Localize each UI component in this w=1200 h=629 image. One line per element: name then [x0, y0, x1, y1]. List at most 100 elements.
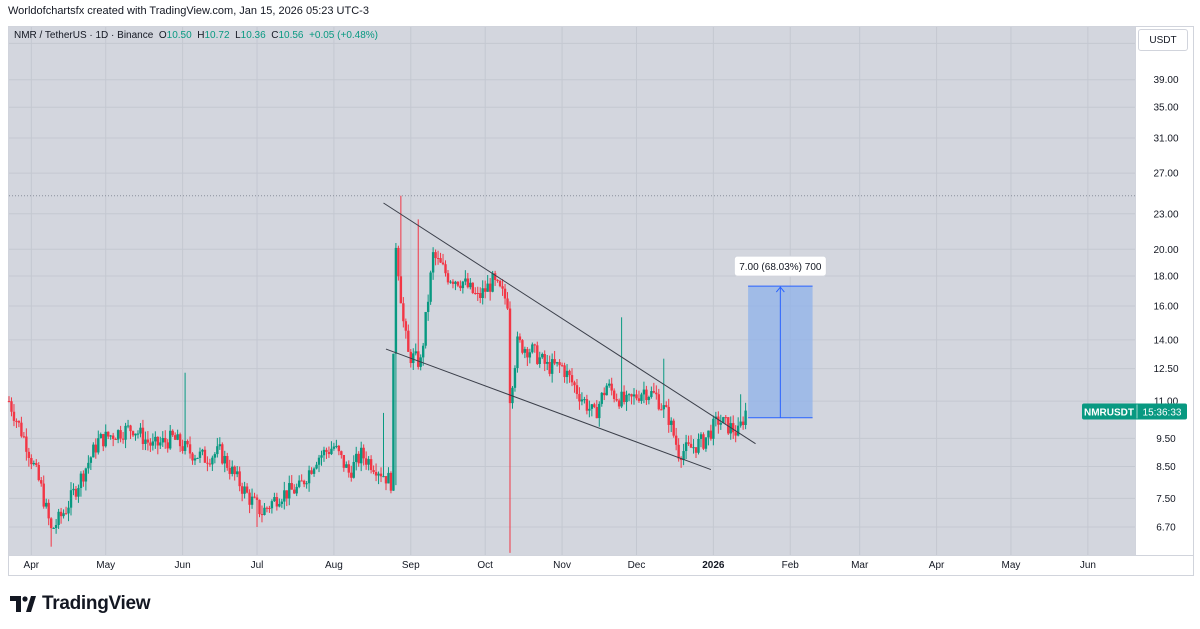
candle-body	[161, 437, 164, 443]
candle-body	[603, 392, 606, 396]
candle-body	[424, 311, 427, 346]
candle-body	[57, 511, 60, 525]
candle-body	[111, 435, 115, 440]
currency-button[interactable]: USDT	[1138, 29, 1188, 51]
candle-body	[327, 451, 331, 455]
low-value: 10.36	[240, 30, 266, 41]
candle-body	[238, 471, 241, 487]
candle-body	[679, 458, 683, 461]
candle-body	[265, 507, 269, 509]
candle-body	[565, 370, 569, 378]
y-tick-label: 12.50	[1153, 364, 1178, 375]
candle-body	[131, 431, 135, 436]
candle-body	[528, 352, 532, 358]
candle-body	[67, 507, 70, 514]
price-tag-symbol: NMRUSDT	[1084, 407, 1134, 418]
candle-body	[488, 283, 492, 292]
grid-lines	[9, 27, 1135, 555]
candle-body	[119, 430, 122, 439]
candle-body	[357, 453, 360, 464]
candle-body	[553, 359, 556, 364]
candle-body	[300, 480, 303, 482]
y-tick-label: 35.00	[1153, 103, 1178, 114]
candle-body	[384, 476, 388, 484]
candle-body	[273, 497, 276, 502]
symbol-legend[interactable]: NMR / TetherUS · 1D · Binance O10.50 H10…	[14, 30, 378, 41]
candle-body	[154, 436, 157, 442]
open-label: O	[158, 30, 167, 41]
candle-body	[350, 472, 353, 478]
candle-body	[121, 438, 125, 440]
candle-body	[593, 404, 596, 408]
candle-body	[235, 471, 239, 475]
candle-body	[260, 514, 264, 516]
candle-body	[615, 399, 618, 401]
candle-body	[176, 434, 179, 440]
candle-body	[672, 420, 675, 436]
candle-body	[42, 483, 45, 507]
candle-body	[69, 490, 73, 508]
y-tick-label: 14.00	[1153, 335, 1178, 346]
candle-body	[231, 466, 234, 474]
candle-body	[340, 451, 343, 456]
candle-body	[253, 496, 256, 498]
candle-body	[211, 457, 214, 465]
candle-body	[32, 463, 36, 465]
candle-body	[429, 272, 432, 302]
candle-body	[134, 433, 137, 436]
candle-body	[545, 361, 549, 364]
candle-body	[479, 293, 482, 299]
candle-body	[483, 288, 487, 292]
candle-body	[387, 472, 390, 484]
candle-body	[369, 459, 373, 471]
candle-body	[216, 446, 219, 455]
candle-body	[590, 404, 594, 409]
candle-body	[221, 444, 224, 464]
candle-body	[305, 483, 308, 485]
candle-body	[459, 285, 462, 289]
candle-body	[268, 507, 271, 509]
candle-body	[719, 423, 723, 425]
x-tick-label: Aug	[325, 560, 343, 571]
candle-body	[248, 492, 251, 505]
candle-body	[555, 362, 559, 364]
candle-body	[570, 375, 574, 383]
candle-body	[379, 473, 383, 477]
candle-body	[20, 422, 23, 437]
candle-body	[491, 273, 494, 292]
candle-body	[40, 480, 43, 484]
candle-body	[523, 349, 527, 353]
symbol-name[interactable]: NMR / TetherUS · 1D · Binance	[14, 30, 154, 41]
candle-body	[191, 453, 194, 461]
candle-body	[89, 457, 93, 463]
tradingview-logo[interactable]: TradingView	[10, 593, 151, 615]
candle-body	[652, 391, 656, 393]
candle-body	[506, 298, 509, 309]
candle-body	[474, 292, 477, 294]
candle-body	[139, 427, 142, 434]
candle-body	[650, 391, 653, 397]
candle-body	[218, 444, 222, 447]
candle-body	[193, 458, 197, 461]
price-tag-box	[1082, 403, 1187, 420]
candle-body	[389, 472, 393, 491]
candle-body	[297, 480, 301, 487]
candle-body	[116, 430, 120, 440]
candle-body	[347, 464, 350, 473]
candle-body	[697, 438, 700, 453]
candle-body	[692, 447, 695, 449]
candle-body	[645, 389, 648, 401]
candle-body	[585, 399, 589, 411]
x-tick-label: Nov	[553, 560, 571, 571]
candle-body	[533, 344, 536, 346]
candle-body	[665, 405, 668, 407]
candle-body	[159, 442, 162, 446]
candle-body	[255, 497, 259, 500]
candle-body	[270, 501, 274, 509]
candle-body	[399, 276, 403, 304]
candle-body	[196, 457, 199, 459]
candle-body	[421, 345, 425, 358]
candle-body	[394, 247, 398, 354]
close-label: C	[271, 30, 279, 41]
